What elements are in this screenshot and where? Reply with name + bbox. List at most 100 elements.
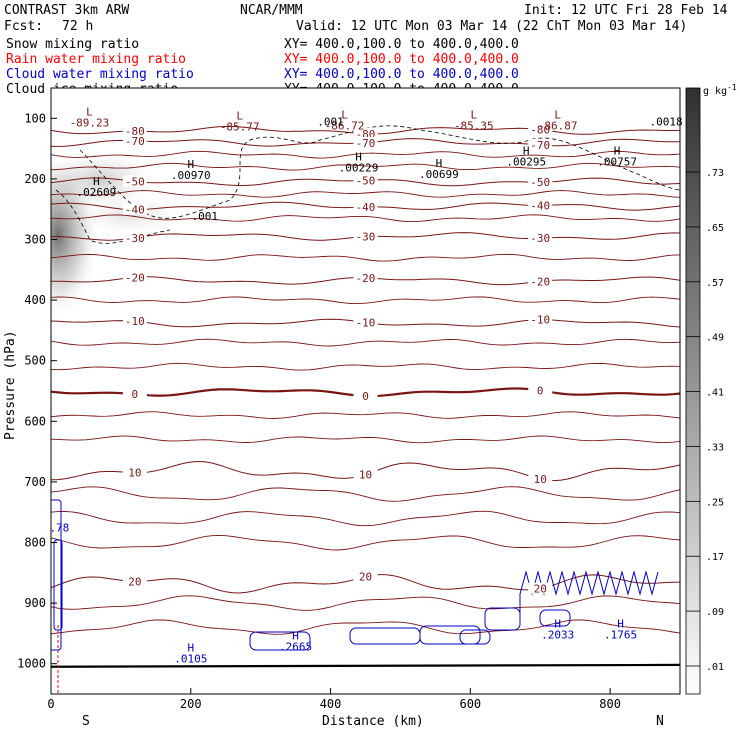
isotherm-label: 20 xyxy=(534,583,547,596)
isotherm-label-bg xyxy=(528,313,553,325)
extremum-value: .2033 xyxy=(541,628,574,641)
field-name-snow: Snow mixing ratio xyxy=(6,37,139,52)
extremum-marker: H xyxy=(93,175,100,188)
isotherm-minor-line xyxy=(51,214,680,223)
isotherm-label: -10 xyxy=(356,317,376,330)
extremum-marker: L xyxy=(554,108,561,121)
colorbar-tick-label: .57 xyxy=(706,278,724,289)
contour-value-label: .78 xyxy=(49,522,69,535)
x-tick-label: 0 xyxy=(47,697,54,711)
extremum-marker: H xyxy=(614,145,621,158)
x-tick-label: 600 xyxy=(459,697,481,711)
extremum-marker: H xyxy=(436,157,443,170)
colorbar-tick-label: .09 xyxy=(706,607,724,618)
isotherm-label-bg xyxy=(353,127,378,139)
isotherm-label: 20 xyxy=(359,571,372,584)
extremum-value: .00699 xyxy=(419,168,459,181)
field-xy-rain: XY= 400.0,100.0 to 400.0,400.0 xyxy=(284,52,519,67)
extremum-marker: H xyxy=(617,617,624,630)
isotherm-label: 10 xyxy=(128,467,141,480)
isotherm-label: -70 xyxy=(125,135,145,148)
extremum-marker: H xyxy=(187,642,194,655)
field-name-cloud-water: Cloud water mixing ratio xyxy=(6,67,194,82)
y-tick-label: 700 xyxy=(24,475,46,489)
extremum-marker: H xyxy=(187,158,194,171)
isotherm-label-bg xyxy=(353,174,378,186)
y-tick-label: 800 xyxy=(24,536,46,550)
forecast-hours: 72 h xyxy=(62,19,93,34)
x-end-label-south: S xyxy=(82,714,90,729)
colorbar-tick-label: .41 xyxy=(706,388,724,399)
isotherm-label: -10 xyxy=(125,315,145,328)
isotherm-label: -30 xyxy=(125,232,145,245)
isotherm-minor-line xyxy=(51,190,680,198)
colorbar-tick-label: .73 xyxy=(706,168,724,179)
isotherm-minor-line xyxy=(51,296,680,305)
field-xy-snow: XY= 400.0,100.0 to 400.0,400.0 xyxy=(284,37,519,52)
isotherm-label-bg xyxy=(122,203,147,215)
extremum-value: .2665 xyxy=(279,640,312,653)
isotherm-label: 0 xyxy=(362,390,369,403)
isotherm-label-bg xyxy=(122,231,147,243)
y-axis-label: Pressure (hPa) xyxy=(3,330,18,440)
cloud-water-contour xyxy=(484,607,521,631)
forecast-label: Fcst: xyxy=(4,19,43,34)
extremum-value: -86.87 xyxy=(538,119,578,132)
cloud-water-contour xyxy=(519,570,659,620)
cloud-ice-contour xyxy=(79,125,680,219)
extremum-marker: L xyxy=(86,105,93,118)
plot-frame xyxy=(50,87,681,695)
isotherm-label: -40 xyxy=(356,201,376,214)
isotherm-label: 0 xyxy=(537,385,544,398)
isotherm-label-bg xyxy=(122,466,147,478)
isotherm-minor-line xyxy=(51,253,680,262)
x-tick-label: 400 xyxy=(320,697,342,711)
isotherm-label-bg xyxy=(528,232,553,244)
header: CONTRAST 3km ARW NCAR/MMM Init: 12 UTC F… xyxy=(4,3,728,97)
field-xy-cloud-water: XY= 400.0,100.0 to 400.0,400.0 xyxy=(284,67,519,82)
extremum-marker: L xyxy=(471,108,478,121)
isotherm-label: -70 xyxy=(530,139,550,152)
extremum-value: .00970 xyxy=(171,169,211,182)
isotherm-label-bg xyxy=(122,134,147,146)
x-end-label-north: N xyxy=(656,714,664,729)
isotherm-label-bg xyxy=(122,315,147,327)
isotherm-minor-line xyxy=(51,595,680,611)
isotherm-label-bg xyxy=(353,390,378,402)
extremum-marker: L xyxy=(341,108,348,121)
isotherm-label-bg xyxy=(353,316,378,328)
y-tick-label: 900 xyxy=(24,596,46,610)
extremum-value: -89.23 xyxy=(70,116,110,129)
cloud-water-contour xyxy=(539,609,571,627)
snow-shading xyxy=(51,150,185,320)
isotherm-minor-line xyxy=(51,362,680,371)
isotherm-label-bg xyxy=(353,200,378,212)
contour-label-layer: -80 -80 -80-70 -70 -70-50 -50 -50-40 -40 -40-30-… xyxy=(49,105,682,665)
extremum-marker: H xyxy=(554,617,561,630)
isotherm-label: -70 xyxy=(356,137,376,150)
extremum-value: .02609 xyxy=(77,186,117,199)
isotherm-label: 10 xyxy=(534,473,547,486)
cloud-water-contour xyxy=(249,631,311,651)
colorbar-ticks: .01 .09 .17 .25 .33 .41 .49 .57 .65 .73 xyxy=(686,168,724,673)
isotherm-label-bg xyxy=(353,468,378,480)
isotherm-minor-line xyxy=(51,619,680,635)
isotherm-label-bg xyxy=(122,271,147,283)
surface-line xyxy=(51,663,680,668)
y-tick-label: 600 xyxy=(24,414,46,428)
extremum-value: -86.72 xyxy=(325,119,365,132)
extremum-value: .1765 xyxy=(604,628,637,641)
snow-region-faint xyxy=(75,193,185,237)
isotherm-label: -50 xyxy=(530,176,550,189)
model-title: CONTRAST 3km ARW xyxy=(4,3,129,18)
isotherm-minor-line xyxy=(51,486,680,502)
isotherm-label-bg xyxy=(122,125,147,137)
extremum-marker: H xyxy=(292,629,299,642)
isotherm-label: -40 xyxy=(125,204,145,217)
field-name-rain: Rain water mixing ratio xyxy=(6,52,186,67)
contour-value-label: .001 xyxy=(317,116,344,129)
isotherm-label-bg xyxy=(528,582,553,594)
colorbar-tick-label: .65 xyxy=(706,223,724,234)
x-tick-label: 200 xyxy=(180,697,202,711)
